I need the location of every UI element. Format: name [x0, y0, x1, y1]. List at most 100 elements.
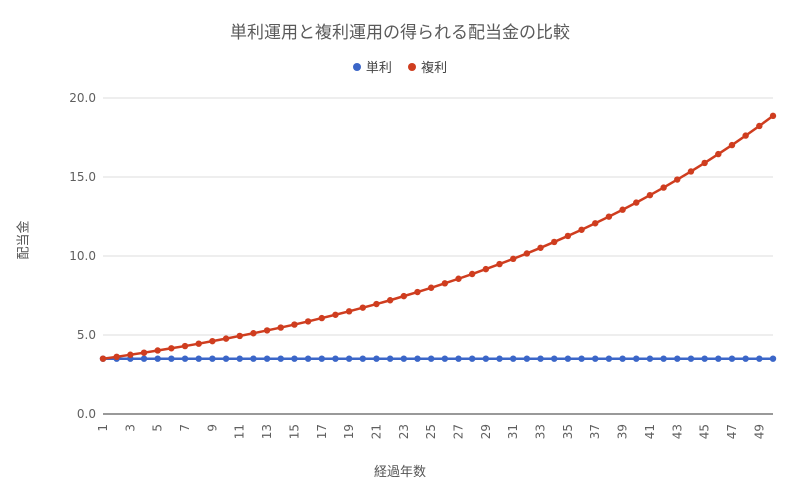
y-tick-label: 10.0 — [69, 249, 96, 263]
x-tick-label: 27 — [452, 424, 466, 439]
data-point-series-1 — [633, 199, 640, 206]
data-point-series-1 — [154, 347, 161, 354]
data-point-series-1 — [427, 284, 435, 291]
data-point-series-1 — [510, 255, 517, 263]
data-point-series-1 — [592, 220, 599, 227]
x-tick-label: 43 — [670, 424, 684, 439]
data-point-series-1 — [332, 311, 339, 318]
data-point-series-0 — [386, 355, 394, 362]
data-point-series-0 — [592, 355, 599, 362]
x-tick-label: 5 — [151, 424, 165, 432]
data-point-series-1 — [496, 260, 503, 268]
data-point-series-0 — [140, 355, 148, 362]
x-tick-label: 15 — [287, 424, 301, 439]
data-point-series-0 — [633, 355, 640, 362]
data-point-series-0 — [701, 355, 708, 362]
x-tick-label: 35 — [561, 424, 575, 439]
data-point-series-1 — [455, 275, 462, 282]
data-point-series-1 — [551, 238, 558, 246]
data-point-series-1 — [769, 112, 777, 120]
data-point-series-1 — [523, 250, 531, 257]
data-point-series-1 — [537, 244, 544, 251]
legend-item-compound[interactable]: 複利 — [408, 57, 447, 76]
x-tick-label: 1 — [96, 424, 110, 432]
data-point-series-0 — [332, 355, 339, 362]
x-tick-label: 11 — [233, 424, 247, 439]
data-point-series-0 — [345, 355, 353, 362]
x-tick-label: 39 — [616, 424, 630, 439]
data-point-series-1 — [701, 159, 708, 167]
data-point-series-0 — [168, 355, 175, 362]
data-point-series-0 — [510, 355, 517, 362]
data-point-series-1 — [674, 176, 681, 183]
data-point-series-1 — [304, 318, 312, 325]
x-tick-label: 19 — [342, 424, 356, 439]
data-point-series-0 — [756, 355, 763, 362]
data-point-series-1 — [318, 314, 325, 322]
data-point-series-1 — [646, 191, 654, 199]
data-point-series-0 — [769, 355, 777, 362]
data-point-series-1 — [728, 141, 736, 149]
x-tick-label: 45 — [698, 424, 712, 439]
data-point-series-0 — [564, 355, 572, 362]
data-point-series-1 — [660, 184, 667, 191]
data-point-series-0 — [318, 355, 325, 362]
data-point-series-0 — [742, 355, 749, 362]
data-point-series-0 — [250, 355, 257, 362]
data-point-series-0 — [468, 355, 476, 362]
legend-label-simple: 単利 — [365, 61, 392, 76]
data-point-series-1 — [168, 345, 175, 352]
data-point-series-0 — [605, 355, 613, 362]
x-tick-label: 29 — [479, 424, 493, 439]
data-point-series-0 — [359, 355, 366, 362]
data-point-series-1 — [605, 213, 613, 220]
data-point-series-1 — [578, 226, 585, 233]
legend-marker-simple — [352, 63, 361, 71]
data-point-series-1 — [441, 280, 449, 287]
data-point-series-0 — [496, 355, 503, 362]
data-point-series-1 — [263, 327, 271, 334]
data-point-series-1 — [386, 297, 394, 304]
data-point-series-0 — [181, 355, 189, 362]
data-point-series-1 — [756, 122, 763, 130]
legend: 単利 複利 — [0, 57, 800, 76]
data-point-series-1 — [468, 270, 476, 278]
legend-item-simple[interactable]: 単利 — [352, 57, 392, 76]
data-point-series-0 — [674, 355, 681, 362]
data-point-series-1 — [345, 308, 353, 315]
series-line-1 — [102, 114, 774, 360]
data-point-series-1 — [742, 132, 749, 139]
data-point-series-0 — [660, 355, 667, 362]
data-point-series-1 — [373, 300, 380, 308]
data-point-series-0 — [373, 355, 380, 362]
data-point-series-0 — [578, 355, 585, 362]
y-tick-label: 20.0 — [69, 91, 96, 105]
data-point-series-0 — [537, 355, 544, 362]
data-point-series-1 — [250, 330, 257, 337]
data-point-series-0 — [154, 355, 161, 362]
x-tick-label: 31 — [506, 424, 520, 439]
data-point-series-0 — [523, 355, 531, 362]
data-point-series-0 — [277, 355, 284, 362]
data-point-series-0 — [619, 355, 626, 362]
data-point-series-1 — [113, 353, 120, 361]
data-point-series-1 — [400, 292, 408, 300]
data-point-series-0 — [646, 355, 654, 362]
data-point-series-1 — [359, 304, 366, 311]
y-axis-label: 配当金 — [16, 220, 32, 260]
data-point-series-1 — [140, 349, 148, 356]
data-point-series-0 — [427, 355, 435, 362]
data-point-series-0 — [291, 355, 298, 362]
data-point-series-1 — [222, 335, 230, 342]
data-point-series-0 — [715, 355, 722, 362]
x-tick-label: 21 — [369, 424, 383, 439]
data-point-series-1 — [181, 342, 189, 350]
data-point-series-0 — [687, 355, 695, 362]
x-tick-label: 47 — [725, 424, 739, 439]
data-point-series-0 — [263, 355, 271, 362]
data-point-series-1 — [619, 206, 626, 213]
x-tick-label: 23 — [397, 424, 411, 439]
data-point-series-1 — [99, 355, 107, 362]
data-point-series-0 — [551, 355, 558, 362]
